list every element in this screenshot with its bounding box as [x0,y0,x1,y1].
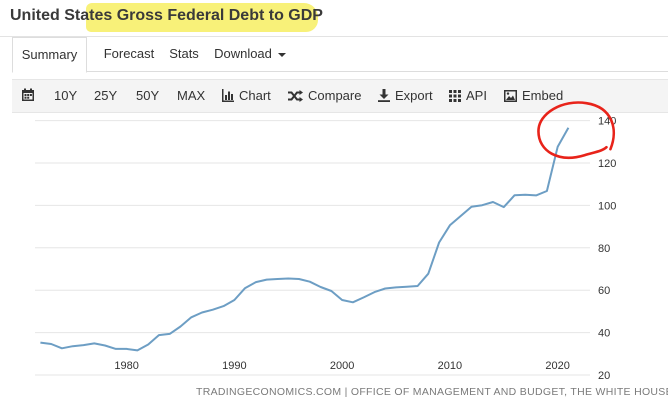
x-tick-label: 2020 [545,360,569,372]
tab-summary-label: Summary [21,47,78,62]
x-tick-label: 1990 [222,360,246,372]
title-divider [0,36,668,37]
grid-icon [449,90,461,102]
range-max-label: MAX [177,88,206,103]
compare-button[interactable]: Compare [288,80,361,112]
api-button-label: API [466,88,487,103]
export-button-label: Export [395,88,433,103]
chevron-down-icon [277,52,286,57]
tab-download-label: Download [214,46,272,61]
range-max-button[interactable]: MAX [177,80,205,112]
x-tick-label: 2010 [438,360,462,372]
range-50y-label: 50Y [136,88,160,103]
tab-stats-label: Stats [169,46,199,61]
export-button[interactable]: Export [378,80,433,112]
debt-series-line [40,127,570,352]
tab-stats[interactable]: Stats [164,37,204,71]
tab-summary[interactable]: Summary [12,37,87,73]
y-tick-label: 20 [598,370,610,382]
y-tick-label: 100 [598,200,616,212]
range-10y-label: 10Y [54,88,78,103]
range-50y-button[interactable]: 50Y [136,80,159,112]
hand-drawn-circle-annotation [537,101,615,159]
title-highlight [86,3,318,32]
x-tick-label: 1980 [114,360,138,372]
y-tick-label: 60 [598,285,610,297]
tab-forecast[interactable]: Forecast [94,37,164,71]
image-icon [504,90,517,102]
embed-button-label: Embed [522,88,564,103]
shuffle-icon [288,90,303,102]
y-tick-label: 80 [598,243,610,255]
chart-button-label: Chart [239,88,271,103]
bar-chart-icon [222,89,234,102]
range-10y-button[interactable]: 10Y [54,80,77,112]
page-title: United States Gross Federal Debt to GDP [10,7,323,24]
x-tick-label: 2000 [330,360,354,372]
calendar-icon [22,88,34,101]
range-25y-button[interactable]: 25Y [94,80,117,112]
api-button[interactable]: API [449,80,487,112]
range-25y-label: 25Y [94,88,118,103]
download-icon [378,89,390,102]
chart-source: TRADINGECONOMICS.COM | OFFICE OF MANAGEM… [196,386,668,398]
y-tick-label: 40 [598,328,610,340]
compare-button-label: Compare [308,88,362,103]
calendar-button[interactable] [21,80,40,112]
tab-bar: Summary Forecast Stats Download [12,37,668,73]
embed-button[interactable]: Embed [504,80,563,112]
y-tick-label: 120 [598,158,616,170]
chart-button[interactable]: Chart [222,80,271,112]
tab-download[interactable]: Download [212,37,288,71]
tab-forecast-label: Forecast [103,46,155,61]
